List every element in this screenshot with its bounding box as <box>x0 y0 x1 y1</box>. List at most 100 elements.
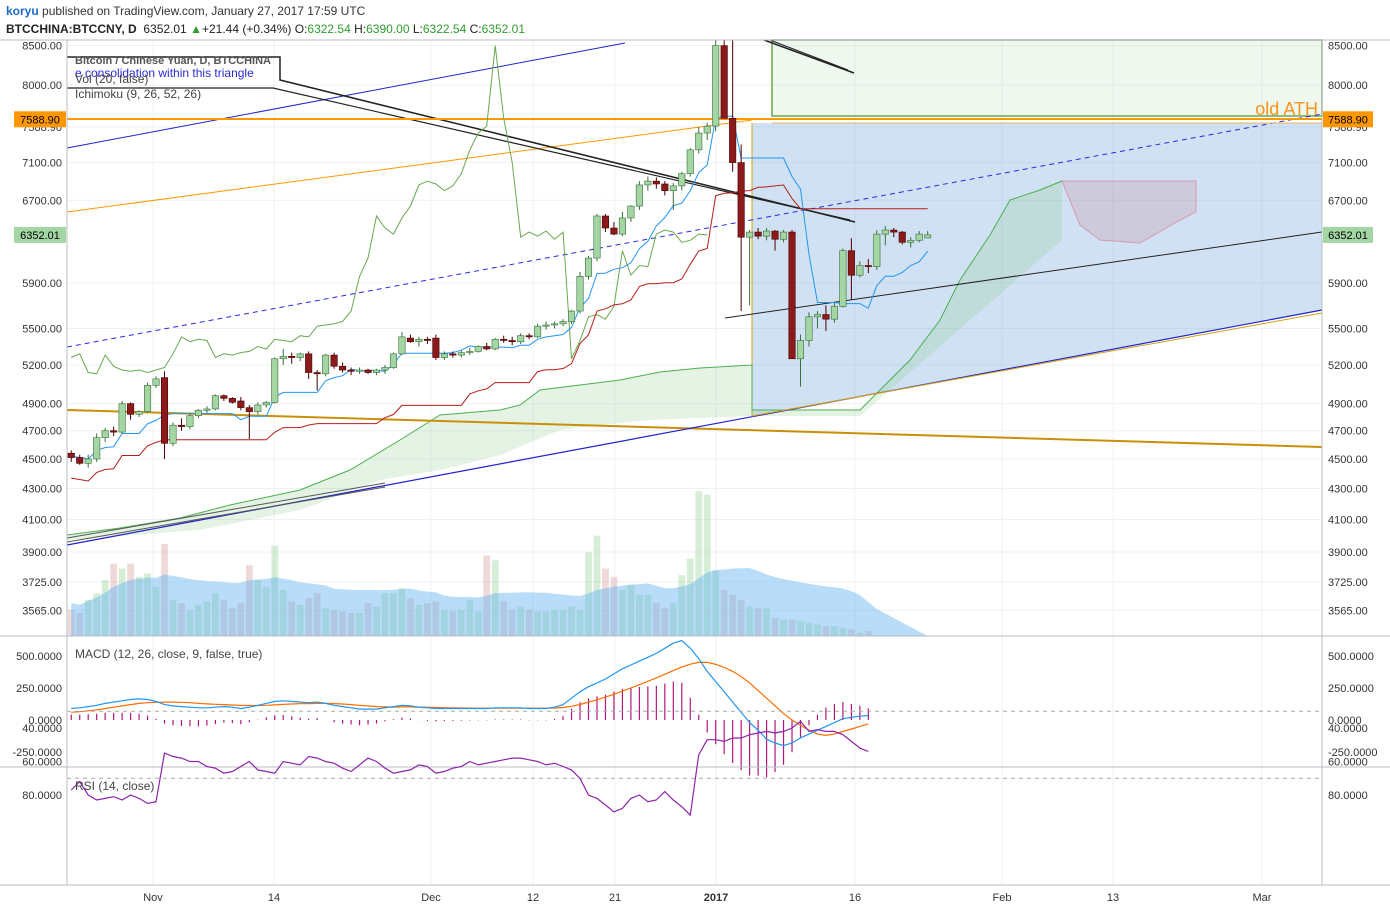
author-name[interactable]: koryu <box>6 4 39 18</box>
volume-bar <box>84 599 92 636</box>
candle-body <box>695 132 703 151</box>
volume-bar <box>466 599 474 636</box>
candle <box>356 367 364 374</box>
candle-body <box>618 217 626 235</box>
close-value: 6352.01 <box>481 22 525 36</box>
rsi-tick-right: 60.0000 <box>1328 757 1368 769</box>
candle-body <box>517 335 525 342</box>
candle-body <box>271 358 279 403</box>
early-support-2 <box>66 486 386 543</box>
candle <box>881 225 889 246</box>
candle <box>551 321 559 329</box>
candle <box>322 353 330 377</box>
macd-tick-left: 500.0000 <box>16 651 62 663</box>
candle-body <box>907 239 915 243</box>
publish-info: published on TradingView.com, January 27… <box>38 4 366 18</box>
volume-series <box>67 491 928 636</box>
volume-bar <box>627 585 635 636</box>
volume-bar <box>635 594 643 636</box>
candle-body <box>771 230 779 240</box>
trendlines <box>66 39 1323 546</box>
candle-body <box>508 340 516 342</box>
candle-body <box>347 369 355 372</box>
candle-body <box>228 398 236 403</box>
price-tick-left: 3725.00 <box>22 577 62 589</box>
candle <box>228 397 236 404</box>
volume-bar <box>305 598 313 636</box>
candle-body <box>440 353 448 358</box>
candle-body <box>169 424 177 444</box>
macd-tick-right: 500.0000 <box>1328 651 1374 663</box>
candle-body <box>93 437 101 460</box>
macd-tick-left: 0.0000 <box>28 715 62 727</box>
candle <box>491 338 499 351</box>
candle-body <box>483 346 491 350</box>
volume-bar <box>271 545 279 636</box>
candle-body <box>568 310 576 322</box>
senkou-span-a <box>66 180 1063 536</box>
candle-body <box>144 385 152 412</box>
high-label: H: <box>354 22 367 36</box>
price-tick-right: 5900.00 <box>1328 278 1368 290</box>
price-tick-left: 4300.00 <box>22 484 62 496</box>
symbol-header: BTCCHINA:BTCCNY, D 6352.01 ▲+21.44 (+0.3… <box>6 22 525 36</box>
rsi-tick-left: 80.0000 <box>22 790 62 802</box>
price-tick-left: 4700.00 <box>22 426 62 438</box>
candle-body <box>890 229 898 233</box>
last-price: 6352.01 <box>143 22 187 36</box>
volume-bar <box>788 619 796 636</box>
candle <box>93 433 101 462</box>
volume-bar <box>771 617 779 636</box>
price-tick-left: 6700.00 <box>22 195 62 207</box>
candle-body <box>729 118 737 163</box>
candle-body <box>720 45 728 119</box>
ath-arrow-2 <box>769 39 849 71</box>
candle <box>907 237 915 248</box>
symbol-label[interactable]: BTCCHINA:BTCCNY, D <box>6 22 137 36</box>
volume-bar <box>652 603 660 636</box>
candle-body <box>381 367 389 371</box>
volume-bar <box>76 612 84 636</box>
volume-bar <box>720 589 728 636</box>
candle <box>644 176 652 191</box>
volume-bar <box>228 608 236 636</box>
consolidation-area <box>752 123 1322 416</box>
price-tick-right: 3900.00 <box>1328 547 1368 559</box>
volume-bar <box>127 563 134 636</box>
candle <box>339 362 347 373</box>
volume-bar <box>593 535 601 636</box>
mid-channel-dashed <box>66 113 1323 348</box>
candle-body <box>737 162 745 238</box>
volume-bar <box>814 624 821 636</box>
volume-bar <box>67 609 75 636</box>
candle <box>389 352 397 369</box>
candle-body <box>610 227 618 235</box>
candle-body <box>313 372 321 375</box>
candle-body <box>644 180 652 186</box>
candle <box>144 382 152 413</box>
volume-bar <box>576 609 584 636</box>
volume-bar <box>737 599 745 636</box>
candle-body <box>262 401 270 406</box>
candle-body <box>805 316 813 341</box>
candle-body <box>754 231 762 237</box>
volume-bar <box>93 593 101 636</box>
drawings <box>66 39 1323 540</box>
callout-arrow <box>67 56 856 223</box>
kijun-sen <box>71 184 928 482</box>
candle <box>415 336 423 347</box>
support-line <box>66 409 1323 448</box>
volume-bar <box>432 601 440 636</box>
candle <box>669 183 677 211</box>
candle <box>915 231 923 243</box>
volume-bar <box>356 612 363 636</box>
candle <box>237 397 245 411</box>
legend-title: Bitcoin / Chinese Yuan, D, BTCCHINA <box>75 55 271 67</box>
candle <box>500 335 508 343</box>
orange-trendline <box>66 119 753 213</box>
candle-body <box>474 346 482 352</box>
candle <box>76 454 84 465</box>
volume-bar <box>135 576 143 636</box>
volume-bar <box>729 594 737 636</box>
